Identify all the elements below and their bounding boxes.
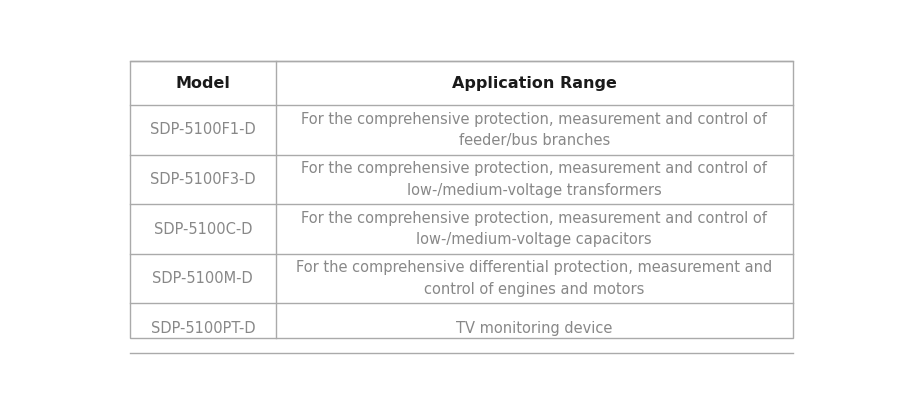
Text: SDP-5100F1-D: SDP-5100F1-D [150, 122, 256, 137]
Text: SDP-5100C-D: SDP-5100C-D [154, 222, 252, 237]
Text: TV monitoring device: TV monitoring device [456, 321, 612, 336]
Text: For the comprehensive protection, measurement and control of
low-/medium-voltage: For the comprehensive protection, measur… [302, 211, 767, 247]
Text: SDP-5100PT-D: SDP-5100PT-D [150, 321, 255, 336]
Text: For the comprehensive protection, measurement and control of
feeder/bus branches: For the comprehensive protection, measur… [302, 112, 767, 148]
Text: For the comprehensive differential protection, measurement and
control of engine: For the comprehensive differential prote… [296, 260, 772, 297]
Text: Application Range: Application Range [452, 75, 616, 90]
Text: For the comprehensive protection, measurement and control of
low-/medium-voltage: For the comprehensive protection, measur… [302, 161, 767, 198]
Text: SDP-5100F3-D: SDP-5100F3-D [150, 172, 256, 187]
Text: SDP-5100M-D: SDP-5100M-D [152, 271, 253, 286]
Text: Model: Model [176, 75, 230, 90]
